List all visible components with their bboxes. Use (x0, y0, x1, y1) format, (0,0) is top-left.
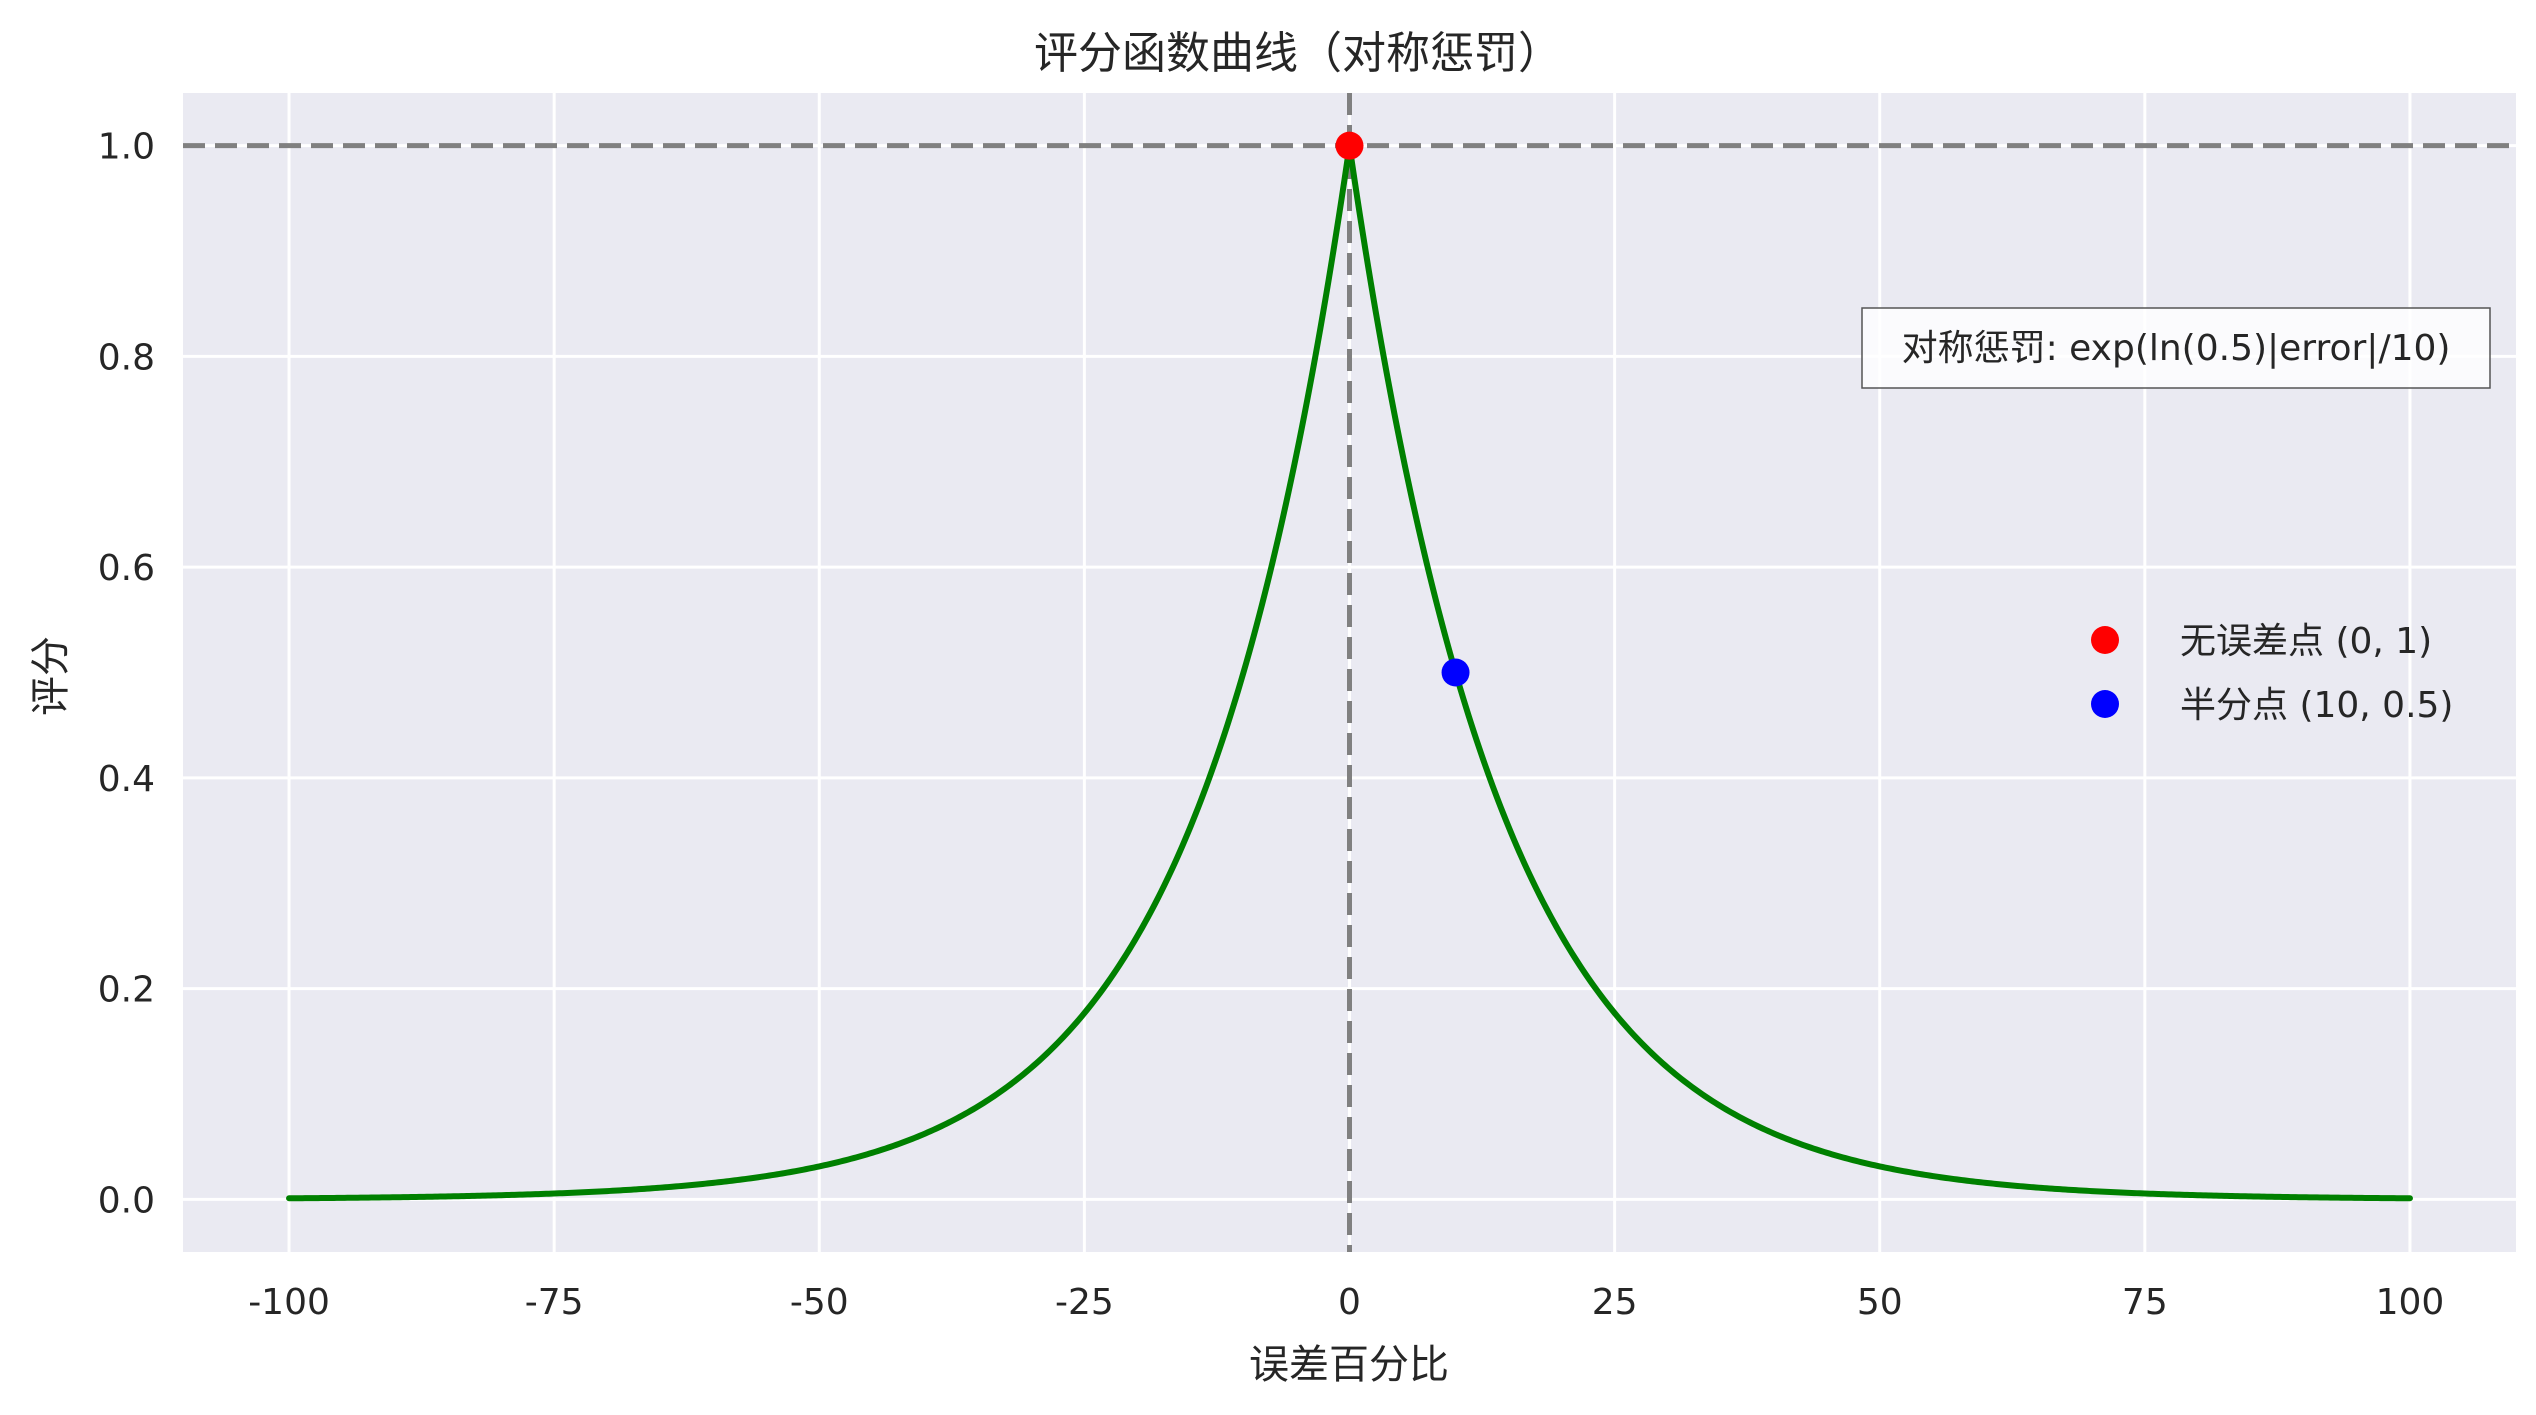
y-tick-labels: 0.0 0.2 0.4 0.6 0.8 1.0 (98, 127, 155, 1222)
x-tick-label: -100 (248, 1282, 330, 1323)
legend: 无误差点 (0, 1) 半分点 (10, 0.5) (2091, 621, 2453, 726)
legend-marker-half-score (2091, 690, 2119, 718)
chart-title: 评分函数曲线（对称惩罚） (1034, 28, 1562, 79)
x-tick-label: 0 (1338, 1282, 1361, 1323)
x-tick-label: 50 (1857, 1282, 1903, 1323)
formula-annotation: 对称惩罚: exp(ln(0.5)|error|/10) (1861, 307, 2491, 389)
x-tick-label: 75 (2122, 1282, 2168, 1323)
annotation-box-frame (1861, 307, 2491, 389)
y-tick-label: 0.4 (98, 759, 155, 800)
zero-error-point (1335, 131, 1364, 160)
x-tick-labels: -100 -75 -50 -25 0 25 50 75 100 (248, 1282, 2444, 1323)
y-tick-label: 1.0 (98, 127, 155, 168)
y-tick-label: 0.8 (98, 337, 155, 378)
x-tick-label: -50 (790, 1282, 849, 1323)
legend-label-half-score: 半分点 (10, 0.5) (2180, 685, 2453, 726)
annotation-text: 对称惩罚: exp(ln(0.5)|error|/10) (1902, 328, 2451, 369)
legend-marker-zero-error (2091, 626, 2119, 654)
half-score-point (1441, 658, 1470, 687)
y-axis-label: 评分 (28, 636, 74, 716)
x-tick-label: 100 (2376, 1282, 2445, 1323)
y-tick-label: 0.6 (98, 548, 155, 589)
x-axis-label: 误差百分比 (1249, 1342, 1449, 1388)
y-tick-label: 0.2 (98, 970, 155, 1011)
y-tick-label: 0.0 (98, 1180, 155, 1221)
x-tick-label: -75 (525, 1282, 584, 1323)
marker-points (1335, 131, 1470, 687)
x-tick-label: 25 (1592, 1282, 1638, 1323)
legend-label-zero-error: 无误差点 (0, 1) (2180, 621, 2432, 662)
x-tick-label: -25 (1055, 1282, 1114, 1323)
